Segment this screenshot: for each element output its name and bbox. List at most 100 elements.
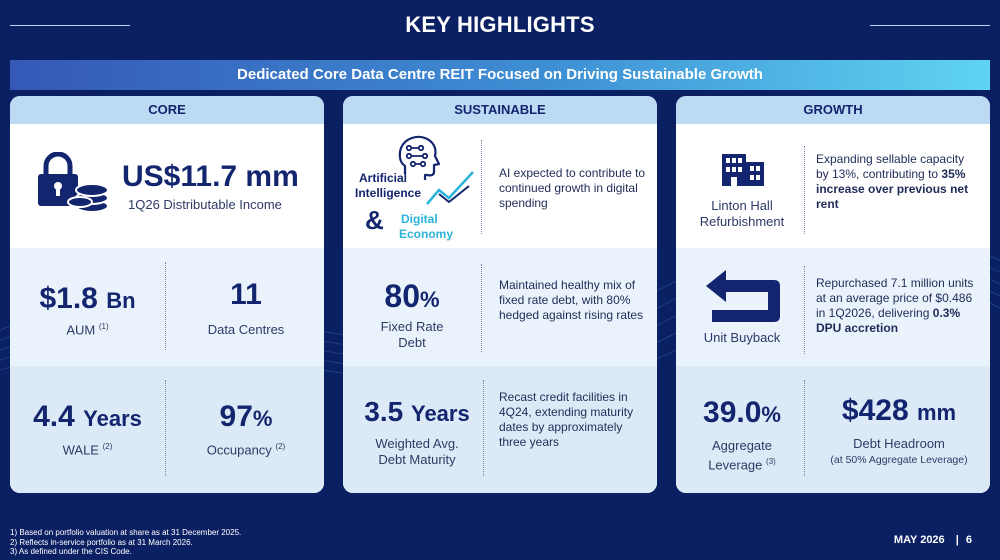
de-label-line1: Digital (401, 212, 438, 226)
digital-economy-label: Digital Economy (399, 212, 453, 242)
core-column: CORE US$11.7 mm 1Q26 Distributable Incom… (10, 96, 324, 493)
fixed-rate-label-line2: Debt (398, 335, 426, 350)
leverage-label-line2: Leverage (3) (676, 454, 808, 473)
wale-number: 4.4 (33, 400, 75, 433)
ai-label-line1: Artificial (359, 171, 408, 185)
footer-date: MAY 2026 (893, 534, 945, 546)
core-aum-panel: $1.8 Bn AUM (1) 11 Data Centres (10, 248, 324, 366)
leverage-footnote: (3) (766, 457, 776, 466)
wale-label: WALE (2) (10, 442, 165, 457)
unit-buyback-panel: Unit Buyback Repurchased 7.1 million uni… (676, 248, 990, 366)
page-title: KEY HIGHLIGHTS (405, 12, 595, 37)
wale-footnote: (2) (102, 442, 113, 451)
sustainable-divider (481, 264, 482, 352)
buyback-desc-text: Repurchased 7.1 million units at an aver… (816, 276, 974, 320)
debt-maturity-number: 3.5 (364, 396, 404, 427)
ai-head-icon (398, 135, 441, 180)
occupancy-value: 97% (168, 400, 324, 434)
leverage-label-line1: Aggregate (712, 438, 772, 453)
headline-banner: Dedicated Core Data Centre REIT Focused … (10, 60, 990, 90)
occupancy-label: Occupancy (2) (168, 442, 324, 457)
debt-maturity-label: Weighted Avg. Debt Maturity (343, 436, 491, 468)
core-divider (165, 380, 166, 476)
aum-number: $1.8 (39, 282, 98, 315)
core-income-panel: US$11.7 mm 1Q26 Distributable Income (10, 124, 324, 248)
return-arrow-icon (706, 270, 780, 322)
headroom-sublabel: (at 50% Aggregate Leverage) (830, 454, 968, 466)
ai-description: AI expected to contribute to continued g… (499, 166, 646, 210)
trend-line-icon (426, 171, 474, 205)
leverage-label-text: Leverage (708, 457, 763, 473)
linton-hall-panel: Linton Hall Refurbishment Expanding sell… (676, 124, 990, 248)
ampersand: & (365, 205, 384, 235)
debt-maturity-description: Recast credit facilities in 4Q24, extend… (499, 390, 634, 449)
linton-desc-highlight: 35% increase over previous net rent (816, 167, 969, 211)
growth-divider (804, 266, 805, 354)
linton-label-line2: Refurbishment (699, 214, 785, 229)
buyback-desc-highlight: 0.3% DPU accretion (816, 306, 961, 335)
aum-label-text: AUM (66, 322, 96, 338)
fixed-rate-panel: 80% Fixed Rate Debt Maintained healthy m… (343, 248, 657, 366)
lock-coins-icon (38, 152, 109, 213)
footnotes: 1) Based on portfolio valuation at share… (10, 528, 241, 557)
unit-buyback-description: Repurchased 7.1 million units at an aver… (816, 276, 978, 336)
leverage-value: 39.0% (676, 396, 808, 430)
occupancy-label-text: Occupancy (206, 442, 272, 458)
income-value: US$11.7 mm (122, 160, 299, 193)
linton-label-line1: Linton Hall (711, 198, 773, 213)
fixed-rate-label: Fixed Rate Debt (343, 319, 481, 351)
wale-value: 4.4 Years (10, 400, 165, 434)
wale-unit: Years (83, 406, 142, 431)
headroom-label: Debt Headroom (853, 436, 945, 451)
growth-divider (804, 146, 805, 234)
footnote-2: 2) Reflects in-service portfolio as at 3… (10, 537, 193, 547)
core-wale-panel: 4.4 Years WALE (2) 97% Occupancy (2) (10, 366, 324, 493)
headroom-unit: mm (916, 400, 957, 425)
page-number: 6 (965, 534, 972, 546)
datacentres-label: Data Centres (207, 322, 285, 337)
growth-column: GROWTH Linton Hall Refurbishment Expandi… (676, 96, 990, 493)
sustainable-column: SUSTAINABLE Artificial Intelligence & Di… (343, 96, 657, 493)
headroom-value: $428 mm (810, 394, 988, 428)
ai-label-line2: Intelligence (355, 186, 422, 200)
footnote-1: 1) Based on portfolio valuation at share… (10, 528, 242, 537)
footer: MAY 2026 | 6 (894, 534, 972, 546)
title-rule-left (10, 25, 130, 26)
debt-maturity-panel: 3.5 Years Weighted Avg. Debt Maturity Re… (343, 366, 657, 493)
aum-footnote: (1) (98, 322, 109, 331)
de-label-line2: Economy (399, 227, 454, 241)
aum-unit: Bn (106, 288, 136, 313)
growth-divider (804, 380, 805, 476)
aum-value: $1.8 Bn (10, 282, 165, 316)
income-label: 1Q26 Distributable Income (128, 197, 282, 212)
ai-panel: Artificial Intelligence & Digital Econom… (343, 124, 657, 248)
debt-maturity-unit: Years (410, 401, 470, 426)
core-header: CORE (10, 96, 324, 124)
occupancy-footnote: (2) (275, 442, 286, 451)
debt-maturity-label-line1: Weighted Avg. (375, 436, 459, 451)
fixed-rate-number: 80 (384, 278, 421, 314)
debt-maturity-value: 3.5 Years (343, 396, 491, 428)
fixed-rate-label-line1: Fixed Rate (380, 319, 444, 334)
footnote-3: 3) As defined under the CIS Code. (10, 547, 132, 556)
aum-label: AUM (1) (10, 322, 165, 337)
building-icon (722, 154, 764, 186)
core-divider (165, 262, 166, 350)
linton-desc-text: Expanding sellable capacity by 13%, cont… (816, 152, 965, 181)
title-rule-right (870, 25, 990, 26)
sustainable-divider (481, 140, 482, 234)
leverage-panel: 39.0% Aggregate Leverage (3) $428 mm Deb… (676, 366, 990, 493)
linton-hall-label: Linton Hall Refurbishment (680, 198, 804, 230)
ai-label: Artificial Intelligence (355, 171, 421, 201)
wale-label-text: WALE (62, 442, 99, 458)
sustainable-header: SUSTAINABLE (343, 96, 657, 124)
sustainable-divider (483, 380, 484, 476)
datacentres-value: 11 (230, 278, 262, 311)
footer-separator: | (955, 534, 959, 546)
fixed-rate-description: Maintained healthy mix of fixed rate deb… (499, 278, 644, 322)
leverage-label: Aggregate Leverage (3) (676, 438, 808, 473)
leverage-unit: % (761, 402, 781, 427)
growth-header: GROWTH (676, 96, 990, 124)
fixed-rate-value: 80% (343, 278, 481, 315)
linton-hall-description: Expanding sellable capacity by 13%, cont… (816, 152, 972, 212)
